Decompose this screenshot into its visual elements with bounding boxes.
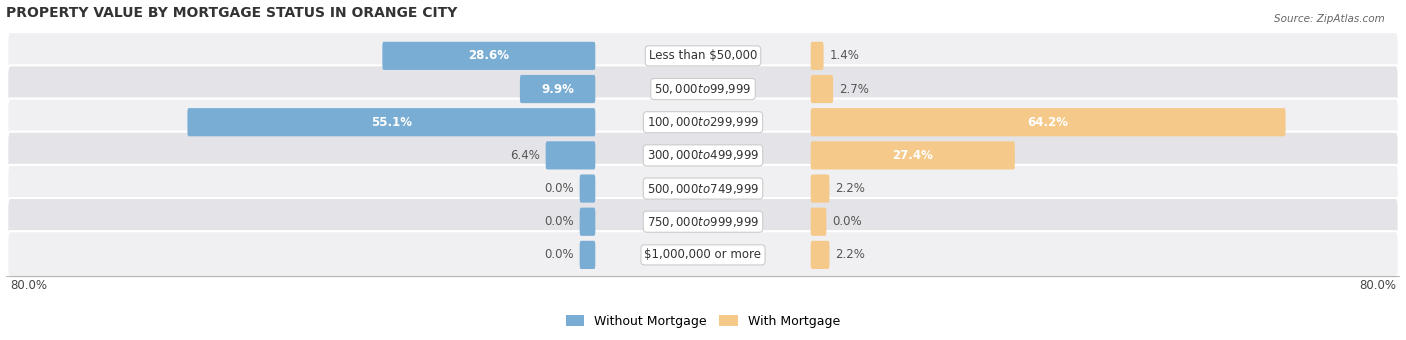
FancyBboxPatch shape xyxy=(382,42,595,70)
FancyBboxPatch shape xyxy=(811,75,834,103)
Text: 9.9%: 9.9% xyxy=(541,83,574,96)
FancyBboxPatch shape xyxy=(7,32,1399,80)
Text: $100,000 to $299,999: $100,000 to $299,999 xyxy=(647,115,759,129)
FancyBboxPatch shape xyxy=(520,75,595,103)
FancyBboxPatch shape xyxy=(7,99,1399,146)
FancyBboxPatch shape xyxy=(811,174,830,203)
FancyBboxPatch shape xyxy=(546,141,595,169)
FancyBboxPatch shape xyxy=(811,108,1285,136)
Text: 1.4%: 1.4% xyxy=(830,49,859,62)
Text: $50,000 to $99,999: $50,000 to $99,999 xyxy=(654,82,752,96)
FancyBboxPatch shape xyxy=(811,141,1015,169)
Text: 80.0%: 80.0% xyxy=(1360,279,1396,292)
Text: $750,000 to $999,999: $750,000 to $999,999 xyxy=(647,215,759,229)
Text: 6.4%: 6.4% xyxy=(510,149,540,162)
FancyBboxPatch shape xyxy=(7,231,1399,278)
Text: $500,000 to $749,999: $500,000 to $749,999 xyxy=(647,182,759,195)
Text: 2.7%: 2.7% xyxy=(839,83,869,96)
Text: $1,000,000 or more: $1,000,000 or more xyxy=(644,249,762,261)
Text: 27.4%: 27.4% xyxy=(893,149,934,162)
FancyBboxPatch shape xyxy=(187,108,595,136)
Text: 0.0%: 0.0% xyxy=(544,182,574,195)
FancyBboxPatch shape xyxy=(7,65,1399,113)
Text: PROPERTY VALUE BY MORTGAGE STATUS IN ORANGE CITY: PROPERTY VALUE BY MORTGAGE STATUS IN ORA… xyxy=(6,5,457,20)
Text: Less than $50,000: Less than $50,000 xyxy=(648,49,758,62)
Text: 2.2%: 2.2% xyxy=(835,249,865,261)
FancyBboxPatch shape xyxy=(579,174,595,203)
Text: 28.6%: 28.6% xyxy=(468,49,509,62)
FancyBboxPatch shape xyxy=(7,165,1399,212)
FancyBboxPatch shape xyxy=(811,42,824,70)
Text: 64.2%: 64.2% xyxy=(1028,116,1069,129)
Legend: Without Mortgage, With Mortgage: Without Mortgage, With Mortgage xyxy=(561,310,845,333)
FancyBboxPatch shape xyxy=(579,208,595,236)
Text: 0.0%: 0.0% xyxy=(544,215,574,228)
Text: 80.0%: 80.0% xyxy=(10,279,46,292)
FancyBboxPatch shape xyxy=(7,198,1399,245)
FancyBboxPatch shape xyxy=(579,241,595,269)
Text: 0.0%: 0.0% xyxy=(832,215,862,228)
Text: 55.1%: 55.1% xyxy=(371,116,412,129)
FancyBboxPatch shape xyxy=(811,241,830,269)
FancyBboxPatch shape xyxy=(811,208,827,236)
FancyBboxPatch shape xyxy=(7,132,1399,179)
Text: $300,000 to $499,999: $300,000 to $499,999 xyxy=(647,148,759,163)
Text: 2.2%: 2.2% xyxy=(835,182,865,195)
Text: 0.0%: 0.0% xyxy=(544,249,574,261)
Text: Source: ZipAtlas.com: Source: ZipAtlas.com xyxy=(1274,14,1385,23)
